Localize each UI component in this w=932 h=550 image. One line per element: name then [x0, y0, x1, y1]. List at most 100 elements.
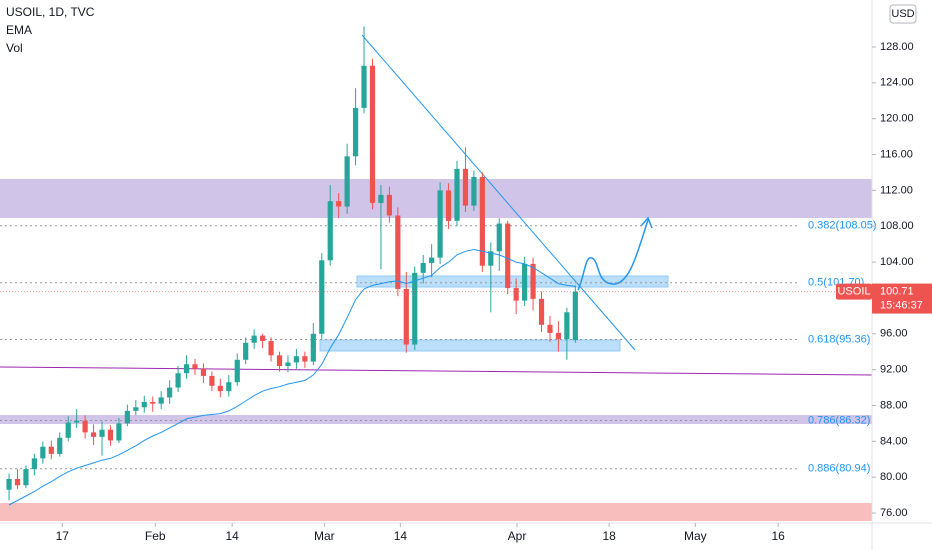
candle-body [446, 190, 451, 220]
candle-body [175, 373, 180, 387]
candle-body [91, 432, 96, 436]
axes: 0.382(108.05)0.5(101.70)0.618(95.36)0.78… [0, 41, 932, 543]
y-tick-label: 104.00 [880, 256, 914, 268]
candle-body [336, 201, 341, 206]
candle-body [345, 156, 350, 206]
y-tick-label: 80.00 [880, 471, 908, 483]
y-tick-label: 84.00 [880, 435, 908, 447]
y-tick-label: 128.00 [880, 41, 914, 53]
y-tick-label: 88.00 [880, 399, 908, 411]
y-tick-label: 96.00 [880, 328, 908, 340]
x-tick-label: Apr [508, 529, 527, 543]
candle-body [497, 224, 502, 252]
candle-body [116, 423, 121, 440]
fib-level-label: 0.382(108.05) [808, 220, 877, 232]
support-zone [0, 415, 872, 424]
candle-body [471, 177, 476, 206]
candle-body [421, 263, 426, 273]
candle-body [370, 66, 375, 203]
indicator-label: Vol [6, 41, 23, 55]
y-tick-label: 124.00 [880, 77, 914, 89]
candle-body [159, 397, 164, 403]
candle-body [311, 334, 316, 362]
y-tick-label: 112.00 [880, 184, 913, 196]
candle-body [429, 258, 434, 263]
candle-body [404, 289, 409, 345]
candle-body [505, 224, 510, 289]
candle-body [480, 177, 485, 266]
candle-body [32, 458, 37, 469]
candle-body [99, 430, 104, 437]
candle-body [252, 336, 257, 343]
x-tick-label: Feb [145, 529, 166, 543]
candle-body [294, 356, 299, 362]
candle-body [412, 273, 417, 345]
price-tag-value: 100.71 [880, 285, 914, 297]
y-tick-label: 116.00 [880, 148, 913, 160]
candle-body [74, 421, 79, 423]
horizontal-line [0, 367, 872, 375]
candle-body [23, 469, 28, 485]
candle-body [218, 386, 223, 391]
candle-body [463, 169, 468, 206]
x-tick-label: 16 [772, 529, 786, 543]
x-tick-label: 18 [602, 529, 616, 543]
candle-body [209, 376, 214, 386]
x-tick-label: 14 [394, 529, 408, 543]
candle-body [514, 288, 519, 301]
candle-body [142, 402, 147, 407]
candle-body [15, 479, 20, 485]
currency[interactable]: USD [891, 8, 914, 20]
candle-body [547, 325, 552, 333]
candle-body [150, 402, 155, 404]
candle-body [268, 341, 273, 355]
indicator-label: EMA [6, 23, 32, 37]
candle-body [522, 264, 527, 301]
candle-body [328, 201, 333, 260]
fib-level-label: 0.618(95.36) [808, 333, 870, 345]
resistance-zone [0, 179, 872, 218]
candle-body [302, 356, 307, 361]
candle-body [395, 215, 400, 288]
candle-body [167, 388, 172, 398]
marks [0, 26, 800, 505]
candle-body [539, 299, 544, 325]
candle-body [133, 407, 138, 411]
candle-body [285, 362, 290, 366]
demand-zone [0, 503, 872, 521]
x-tick-label: 17 [56, 529, 70, 543]
x-tick-label: Mar [314, 529, 335, 543]
x-tick-label: 14 [225, 529, 239, 543]
candle-body [57, 438, 62, 454]
candle-body [454, 169, 459, 221]
y-tick-label: 92.00 [880, 364, 908, 376]
candle-body [243, 343, 248, 360]
candle-body [564, 312, 569, 339]
candle-body [556, 333, 561, 339]
candle-body [260, 336, 265, 341]
chart: 0.382(108.05)0.5(101.70)0.618(95.36)0.78… [0, 0, 932, 550]
candle-body [226, 382, 231, 391]
price-tag-countdown: 15:46:37 [880, 299, 923, 311]
candle-body [125, 411, 130, 424]
y-tick-label: 76.00 [880, 507, 908, 519]
fib-level-label: 0.786(86.32) [808, 414, 870, 426]
y-tick-label: 120.00 [880, 113, 914, 125]
candle-body [387, 195, 392, 216]
candle-body [361, 66, 366, 108]
time-axis [0, 523, 872, 550]
candle-body [378, 195, 383, 203]
candle-body [49, 447, 54, 454]
candle-body [192, 364, 197, 368]
chart-title: USOIL, 1D, TVC [6, 5, 95, 19]
candle-body [184, 364, 189, 373]
candle-body [573, 292, 578, 340]
x-tick-label: May [684, 529, 707, 543]
candle-body [277, 355, 282, 366]
candle-body [235, 360, 240, 382]
candle-body [353, 108, 358, 156]
candle-body [40, 447, 45, 459]
candle-body [201, 369, 206, 376]
candle-body [83, 421, 88, 433]
y-tick-label: 108.00 [880, 220, 914, 232]
